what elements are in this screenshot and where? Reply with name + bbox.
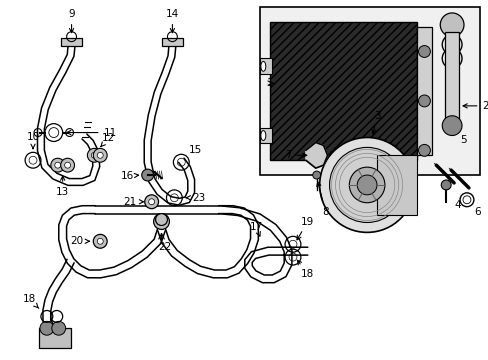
Bar [61,38,82,46]
Circle shape [97,238,103,244]
Bar [260,127,272,143]
Text: 6: 6 [473,207,480,217]
Circle shape [153,213,169,229]
Text: 7: 7 [284,150,306,160]
Circle shape [439,13,463,37]
Bar [161,38,183,46]
Text: 19: 19 [296,216,314,240]
Bar [260,7,479,175]
Circle shape [441,116,461,135]
Circle shape [61,158,74,172]
Circle shape [97,152,103,158]
Text: 21: 21 [123,197,143,207]
Circle shape [93,148,107,162]
Circle shape [52,321,65,335]
Circle shape [40,321,54,335]
Text: 18: 18 [22,294,39,309]
Text: 2: 2 [462,101,488,111]
Text: 22: 22 [158,242,171,252]
Circle shape [357,175,376,195]
Circle shape [329,147,404,222]
Text: 17: 17 [249,222,263,236]
Circle shape [144,195,158,209]
Text: 23: 23 [186,193,205,203]
Circle shape [51,158,64,172]
Bar [39,328,70,348]
Text: 1: 1 [266,78,273,88]
Circle shape [418,144,429,156]
Text: 9: 9 [68,9,75,33]
Ellipse shape [260,131,265,140]
Text: 13: 13 [56,176,69,197]
Bar [416,27,431,155]
Bar [444,32,458,121]
Circle shape [148,199,154,205]
Circle shape [312,171,320,179]
Text: 10: 10 [26,132,40,148]
Circle shape [55,162,61,168]
Circle shape [440,180,450,190]
Circle shape [319,138,414,233]
Circle shape [155,213,167,225]
Circle shape [87,148,101,162]
Circle shape [418,95,429,107]
Circle shape [91,152,97,158]
Circle shape [93,234,107,248]
Circle shape [418,46,429,58]
Ellipse shape [260,62,265,71]
Text: 11: 11 [66,127,117,138]
Circle shape [142,169,153,181]
Text: 16: 16 [121,171,138,181]
Text: 14: 14 [165,9,179,33]
Text: 3: 3 [371,111,380,134]
Circle shape [348,167,384,203]
Polygon shape [305,143,327,168]
Bar [376,155,416,215]
Text: 5: 5 [460,135,467,145]
Text: 12: 12 [101,134,115,147]
Bar [260,58,272,74]
Text: 15: 15 [188,145,202,156]
Bar [270,22,416,160]
Text: 4: 4 [454,200,461,210]
Circle shape [64,162,70,168]
Text: 8: 8 [316,182,328,217]
Text: 20: 20 [70,236,89,246]
Text: 18: 18 [297,260,314,279]
